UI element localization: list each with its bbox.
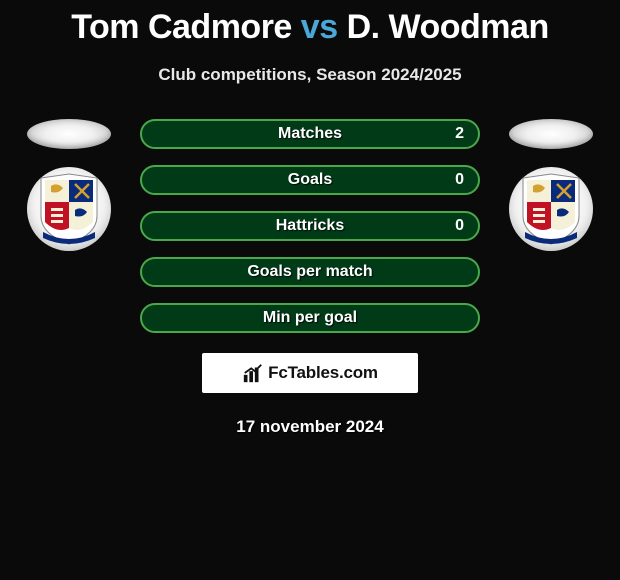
stat-label: Goals [288, 171, 332, 189]
content-row: Matches 2 Goals 0 Hattricks 0 Goals per … [0, 119, 620, 333]
vs-text: vs [301, 8, 338, 46]
stat-row-goals-per-match: Goals per match [140, 257, 480, 287]
player2-photo [509, 119, 593, 149]
player2-crest [509, 167, 593, 251]
stat-label: Matches [278, 125, 342, 143]
right-column [506, 119, 596, 251]
page-title: Tom Cadmore vs D. Woodman [71, 8, 548, 47]
date-text: 17 november 2024 [236, 417, 383, 437]
player2-name: D. Woodman [347, 8, 549, 46]
crest-icon [37, 172, 101, 246]
stat-right: 0 [455, 217, 464, 235]
fctables-badge: FcTables.com [202, 353, 418, 393]
stat-row-goals: Goals 0 [140, 165, 480, 195]
badge-text: FcTables.com [268, 363, 378, 383]
stat-row-hattricks: Hattricks 0 [140, 211, 480, 241]
bars-icon [242, 362, 264, 384]
stat-label: Hattricks [276, 217, 344, 235]
stat-row-min-per-goal: Min per goal [140, 303, 480, 333]
subtitle: Club competitions, Season 2024/2025 [158, 65, 461, 85]
left-column [24, 119, 114, 251]
crest-icon [519, 172, 583, 246]
player1-name: Tom Cadmore [71, 8, 292, 46]
stat-label: Min per goal [263, 309, 357, 327]
stat-right: 2 [455, 125, 464, 143]
stat-right: 0 [455, 171, 464, 189]
player1-photo [27, 119, 111, 149]
stats-column: Matches 2 Goals 0 Hattricks 0 Goals per … [140, 119, 480, 333]
stat-row-matches: Matches 2 [140, 119, 480, 149]
player1-crest [27, 167, 111, 251]
stat-label: Goals per match [247, 263, 372, 281]
